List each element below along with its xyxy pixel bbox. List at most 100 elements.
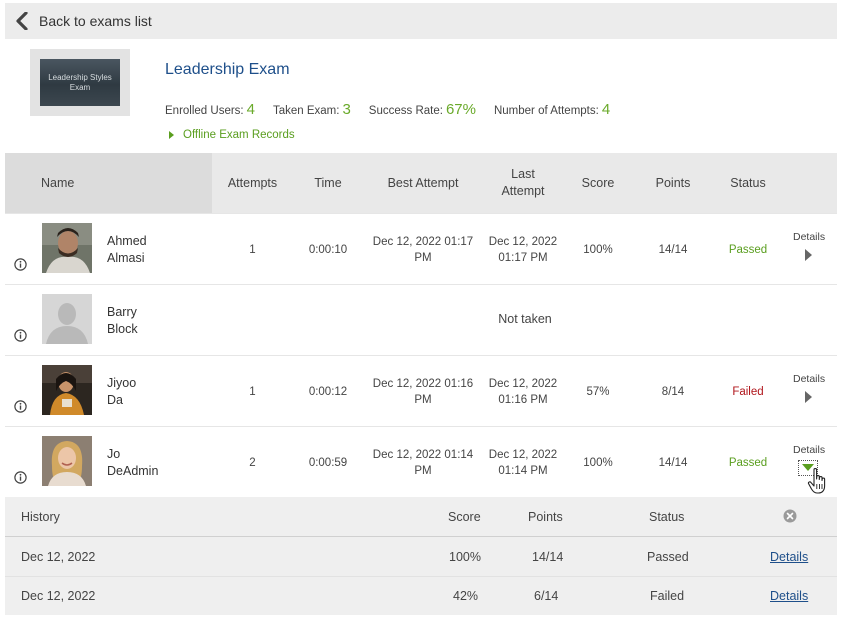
history-header-score: Score bbox=[448, 510, 481, 524]
user-last-name: Block bbox=[107, 322, 138, 336]
user-name: Barry Block bbox=[107, 304, 138, 338]
history-header-points: Points bbox=[528, 510, 563, 524]
caret-right-icon bbox=[169, 131, 174, 139]
history-date: Dec 12, 2022 bbox=[21, 550, 96, 564]
user-last-name: DeAdmin bbox=[107, 464, 159, 478]
stat-value: 4 bbox=[246, 101, 255, 118]
table-row: Jiyoo Da 1 0:00:12 Dec 12, 2022 01:16 PM D… bbox=[5, 355, 837, 426]
history-header-status: Status bbox=[649, 510, 685, 524]
points-value: 14/14 bbox=[658, 244, 688, 256]
attempt-history-panel: History Score Points Status Dec 12, 2022… bbox=[5, 497, 837, 615]
exam-header: Leadership Styles Exam Leadership Exam E… bbox=[5, 39, 837, 153]
offline-records-label[interactable]: Offline Exam Records bbox=[183, 129, 295, 141]
history-header: History Score Points Status bbox=[5, 497, 837, 537]
user-last-name: Almasi bbox=[107, 251, 145, 265]
header-last-attempt[interactable]: Last Attempt bbox=[483, 166, 563, 200]
hand-pointer-cursor-icon bbox=[807, 467, 826, 494]
user-first-name: Jiyoo bbox=[107, 376, 137, 390]
score-value: 57% bbox=[586, 386, 610, 398]
avatar-placeholder bbox=[42, 294, 92, 344]
points-value: 8/14 bbox=[661, 386, 685, 398]
back-bar[interactable]: Back to exams list bbox=[5, 3, 837, 39]
last-line2: 01:17 PM bbox=[498, 252, 548, 264]
details-toggle-label[interactable]: Details bbox=[793, 373, 826, 385]
history-date: Dec 12, 2022 bbox=[21, 589, 96, 603]
info-icon[interactable] bbox=[14, 471, 27, 484]
stat-value: 3 bbox=[342, 101, 351, 118]
history-row: Dec 12, 2022 100% 14/14 Passed Details bbox=[5, 538, 837, 576]
thumbnail-caption: Leadership Styles Exam bbox=[48, 72, 112, 92]
status-badge: Failed bbox=[732, 386, 764, 398]
table-row: Ahmed Almasi 1 0:00:10 Dec 12, 2022 01:17… bbox=[5, 213, 837, 284]
table-row: Barry Block Not taken bbox=[5, 284, 837, 355]
header-attempts[interactable]: Attempts bbox=[227, 176, 278, 190]
not-taken-label: Not taken bbox=[498, 312, 552, 326]
stat-value: 4 bbox=[601, 101, 611, 118]
time-value: 0:00:59 bbox=[308, 457, 348, 469]
user-first-name: Jo bbox=[107, 447, 121, 461]
history-status: Failed bbox=[650, 589, 685, 603]
time-value: 0:00:10 bbox=[308, 244, 348, 256]
header-status[interactable]: Status bbox=[730, 176, 766, 190]
history-score: 42% bbox=[453, 589, 479, 603]
user-first-name: Ahmed bbox=[107, 234, 147, 248]
exam-stats: Enrolled Users: 4 Taken Exam: 3 Success Ra… bbox=[165, 101, 628, 118]
exam-title: Leadership Exam bbox=[165, 61, 290, 78]
stat-label: Taken Exam: bbox=[272, 105, 340, 117]
user-name: Ahmed Almasi bbox=[107, 233, 147, 267]
back-to-exams-link[interactable]: Back to exams list bbox=[39, 13, 152, 29]
header-best-attempt[interactable]: Best Attempt bbox=[387, 176, 459, 190]
user-first-name: Barry bbox=[107, 305, 137, 319]
header-last-line2: Attempt bbox=[501, 184, 545, 198]
best-attempt-value: Dec 12, 2022 01:16 PM bbox=[368, 376, 478, 408]
history-details-link[interactable]: Details bbox=[770, 550, 809, 564]
user-last-name: Da bbox=[107, 393, 123, 407]
points-value: 14/14 bbox=[658, 457, 688, 469]
info-icon[interactable] bbox=[14, 400, 27, 413]
avatar bbox=[42, 365, 92, 415]
caret-right-icon[interactable] bbox=[805, 249, 812, 261]
best-attempt-value: Dec 12, 2022 01:14 PM bbox=[368, 447, 478, 479]
details-toggle-label[interactable]: Details bbox=[793, 231, 826, 243]
header-last-line1: Last bbox=[511, 167, 535, 181]
stat-success-rate: Success Rate: 67% bbox=[369, 101, 476, 118]
last-line2: 01:16 PM bbox=[498, 394, 548, 406]
last-attempt-value: Dec 12, 2022 01:16 PM bbox=[483, 376, 563, 408]
last-attempt-value: Dec 12, 2022 01:17 PM bbox=[483, 234, 563, 266]
history-score: 100% bbox=[449, 550, 481, 564]
stat-label: Number of Attempts: bbox=[493, 105, 599, 117]
history-header-title: History bbox=[21, 510, 60, 524]
last-line2: 01:14 PM bbox=[498, 465, 548, 477]
details-toggle-expanded[interactable] bbox=[798, 460, 818, 476]
best-line2: PM bbox=[414, 465, 432, 477]
stat-attempts: Number of Attempts: 4 bbox=[494, 101, 610, 118]
name-header-cell[interactable] bbox=[5, 153, 212, 213]
header-score[interactable]: Score bbox=[581, 176, 615, 190]
header-name[interactable]: Name bbox=[41, 176, 75, 190]
attempts-value: 2 bbox=[249, 457, 256, 469]
details-toggle-label[interactable]: Details bbox=[793, 444, 826, 456]
time-value: 0:00:12 bbox=[308, 386, 348, 398]
best-line1: Dec 12, 2022 01:16 bbox=[372, 378, 474, 390]
offline-records-link[interactable]: Offline Exam Records bbox=[169, 129, 295, 141]
caret-down-icon bbox=[802, 464, 814, 471]
stat-enrolled: Enrolled Users: 4 bbox=[165, 101, 255, 118]
header-time[interactable]: Time bbox=[314, 176, 342, 190]
info-icon[interactable] bbox=[14, 258, 27, 271]
avatar bbox=[42, 223, 92, 273]
last-line1: Dec 12, 2022 bbox=[488, 236, 558, 248]
best-line1: Dec 12, 2022 01:17 bbox=[372, 236, 474, 248]
results-table-header: Name Attempts Time Best Attempt Last Att… bbox=[5, 153, 837, 213]
attempts-value: 1 bbox=[249, 386, 256, 398]
user-name: Jo DeAdmin bbox=[107, 446, 158, 480]
best-line1: Dec 12, 2022 01:14 bbox=[372, 449, 474, 461]
close-icon[interactable] bbox=[783, 509, 797, 523]
avatar bbox=[42, 436, 92, 486]
history-details-link[interactable]: Details bbox=[770, 589, 809, 603]
chevron-left-icon[interactable] bbox=[15, 12, 29, 30]
header-points[interactable]: Points bbox=[655, 176, 691, 190]
info-icon[interactable] bbox=[14, 329, 27, 342]
score-value: 100% bbox=[583, 457, 613, 469]
caret-right-icon[interactable] bbox=[805, 391, 812, 403]
last-line1: Dec 12, 2022 bbox=[488, 378, 558, 390]
